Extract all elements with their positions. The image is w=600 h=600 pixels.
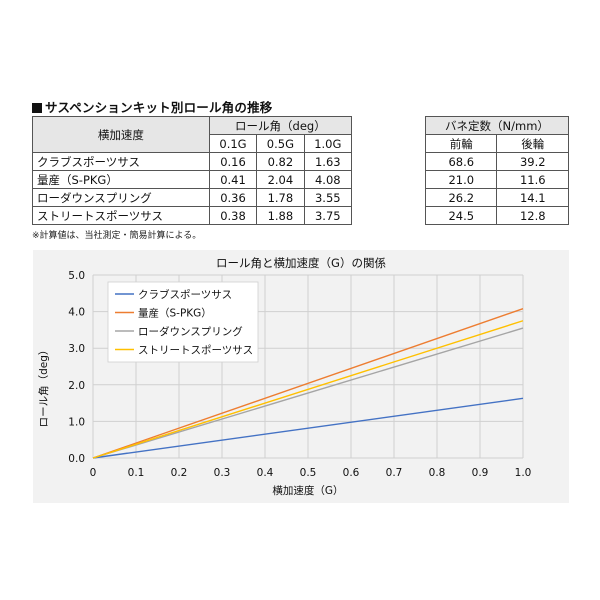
table-cell: 26.2: [424, 188, 498, 207]
table-row: 21.0 11.6: [424, 170, 569, 189]
table-cell: 14.1: [496, 188, 569, 207]
x-tick-label: 0.1: [128, 467, 145, 479]
x-tick-label: 0: [90, 467, 97, 479]
y-tick-label: 3.0: [68, 343, 85, 355]
x-tick-label: 0.5: [300, 467, 317, 479]
roll-angle-table: 横加速度 ロール角（deg） 0.1G 0.5G 1.0G クラブスポーツサス …: [32, 116, 353, 225]
table-cell: 3.55: [303, 188, 353, 207]
table-corner-header: 横加速度: [32, 116, 210, 153]
calculation-note: ※計算値は、当社測定・簡易計算による。: [32, 231, 202, 241]
legend-label: ストリートスポーツサス: [138, 345, 253, 357]
row-label: 量産（S-PKG）: [32, 170, 210, 189]
table-cell: 68.6: [424, 152, 498, 171]
table-row: クラブスポーツサス 0.16 0.82 1.63: [32, 152, 353, 171]
table-cell: 0.16: [208, 152, 258, 171]
table-row: 68.6 39.2: [424, 152, 569, 171]
chart-title: ロール角と横加速度（G）の関係: [216, 256, 386, 270]
table-cell: 3.75: [303, 206, 353, 225]
table-cell: 0.36: [208, 188, 258, 207]
x-tick-label: 0.3: [214, 467, 231, 479]
table-cell: 21.0: [424, 170, 498, 189]
legend-label: ローダウンスプリング: [138, 325, 243, 338]
spring-rate-header: バネ定数（N/mm）: [425, 116, 569, 135]
table-cell: 4.08: [303, 170, 353, 189]
series-line: [92, 308, 524, 459]
table-cell: 0.38: [208, 206, 258, 225]
x-tick-label: 0.8: [429, 467, 446, 479]
table-row: 量産（S-PKG） 0.41 2.04 4.08: [32, 170, 353, 189]
table-row: ストリートスポーツサス 0.38 1.88 3.75: [32, 206, 353, 225]
x-axis-label: 横加速度（G）: [272, 484, 343, 497]
y-tick-label: 5.0: [68, 270, 85, 282]
page-title: サスペンションキット別ロール角の推移: [32, 97, 272, 116]
chart-panel: ロール角と横加速度（G）の関係 0.0 1.0 2.0 3.0 4.0 5.0 0 0.1 0.…: [33, 250, 569, 503]
x-tick-label: 0.2: [171, 467, 188, 479]
square-bullet-icon: [32, 103, 42, 113]
page-title-text: サスペンションキット別ロール角の推移: [45, 100, 273, 115]
y-tick-label: 2.0: [68, 380, 85, 392]
chart-tick-labels: 0.0 1.0 2.0 3.0 4.0 5.0 0 0.1 0.2 0.3 0.4 0.5 0.6 0.7…: [68, 270, 531, 479]
table-cell: 11.6: [496, 170, 569, 189]
table-cell: 0.41: [208, 170, 258, 189]
series-line: [92, 327, 524, 459]
legend-label: クラブスポーツサス: [138, 288, 232, 301]
series-line: [92, 320, 524, 459]
x-tick-label: 0.7: [386, 467, 403, 479]
y-tick-label: 1.0: [68, 416, 85, 428]
column-header: 前輪: [424, 134, 498, 153]
column-header: 後輪: [496, 134, 569, 153]
row-label: ストリートスポーツサス: [32, 206, 210, 225]
x-tick-label: 0.9: [472, 467, 489, 479]
x-tick-label: 0.6: [343, 467, 360, 479]
table-cell: 12.8: [496, 206, 569, 225]
table-cell: 1.78: [256, 188, 305, 207]
x-tick-label: 1.0: [515, 467, 532, 479]
x-tick-label: 0.4: [257, 467, 274, 479]
table-row: 24.5 12.8: [424, 206, 569, 225]
y-axis-label: ロール角（deg）: [38, 345, 50, 428]
table-cell: 24.5: [424, 206, 498, 225]
row-label: クラブスポーツサス: [32, 152, 210, 171]
table-row: ローダウンスプリング 0.36 1.78 3.55: [32, 188, 353, 207]
chart-series: [92, 308, 524, 459]
roll-angle-group-header: ロール角（deg）: [208, 116, 353, 135]
legend-label: 量産（S-PKG）: [138, 307, 212, 320]
spring-rate-table: バネ定数（N/mm） 前輪 後輪 68.6 39.2 21.0 11.6 26.…: [424, 116, 569, 225]
row-label: ローダウンスプリング: [32, 188, 210, 207]
table-cell: 1.88: [256, 206, 305, 225]
y-tick-label: 0.0: [68, 453, 85, 465]
y-tick-label: 4.0: [68, 307, 85, 319]
column-header: 0.5G: [256, 134, 305, 153]
series-line: [92, 397, 524, 459]
table-row: 26.2 14.1: [424, 188, 569, 207]
legend-box: [107, 281, 259, 363]
table-cell: 1.63: [303, 152, 353, 171]
column-header: 0.1G: [208, 134, 258, 153]
roll-angle-chart: ロール角と横加速度（G）の関係 0.01.02.03.04.05.00 0.1 0.…: [38, 256, 531, 497]
table-cell: 2.04: [256, 170, 305, 189]
column-header: 1.0G: [303, 134, 353, 153]
table-cell: 39.2: [496, 152, 569, 171]
table-cell: 0.82: [256, 152, 305, 171]
